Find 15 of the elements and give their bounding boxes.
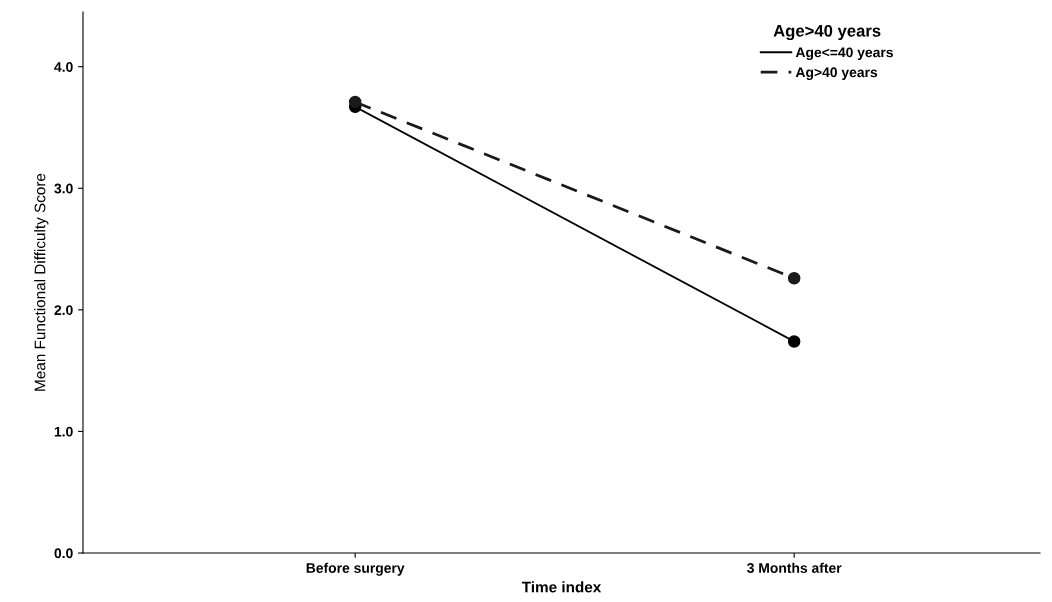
legend-title: Age>40 years: [773, 24, 881, 41]
x-axis-title: Time index: [521, 581, 602, 593]
x-tick-label: Before surgery: [306, 562, 405, 576]
point: [787, 271, 801, 285]
y-tick-label: 3.0: [54, 183, 73, 194]
y-tick-label: 1.0: [54, 426, 73, 437]
y-tick-label: 0.0: [54, 548, 73, 559]
point: [787, 335, 801, 348]
x-tick-label: 3 Months after: [747, 562, 842, 573]
legend-label: Ag>40 years: [795, 67, 878, 81]
y-tick-label: 2.0: [54, 305, 73, 316]
y-tick-label: 4.0: [54, 62, 73, 72]
legend-label: Age<=40 years: [795, 47, 893, 61]
point: [348, 95, 362, 109]
y-axis-title: Mean Functional Difficulty Score: [34, 173, 49, 391]
